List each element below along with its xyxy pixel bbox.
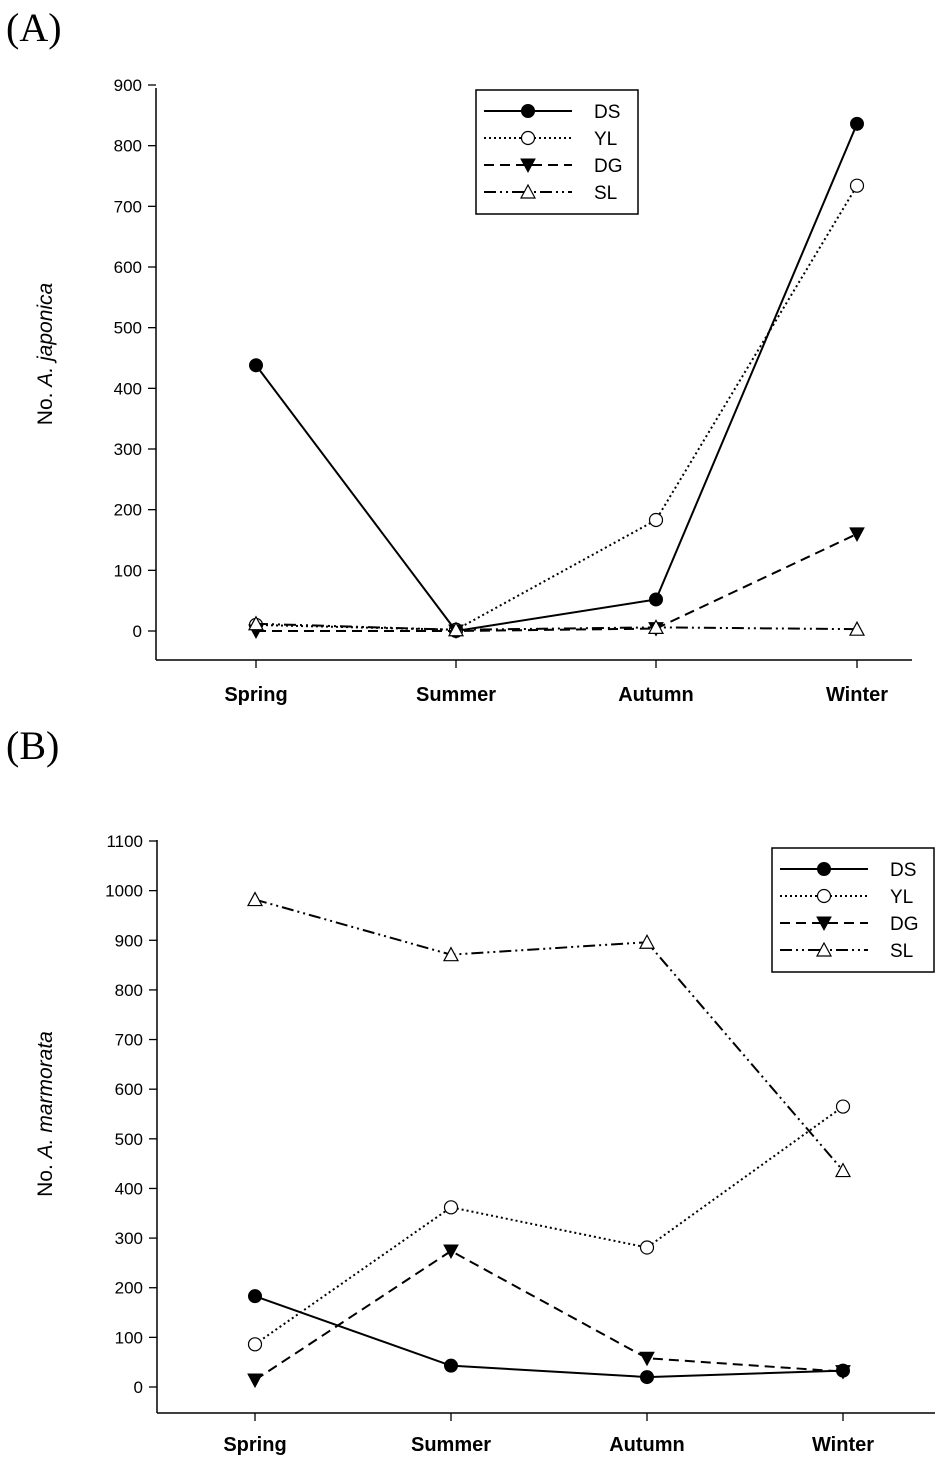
- chart-a-legend-label-yl: YL: [594, 129, 617, 150]
- chart-b-y-tick-label: 800: [115, 981, 143, 1000]
- chart-a-legend-marker-dg: [520, 158, 536, 174]
- chart-a-y-tick-label: 400: [114, 379, 142, 398]
- chart-b-point-ds: [248, 1289, 262, 1304]
- chart-a-y-tick-label: 100: [114, 561, 142, 580]
- chart-b-y-tick-label: 100: [115, 1328, 143, 1347]
- chart-a-legend-marker-yl: [520, 130, 536, 146]
- chart-b-y-tick-label: 900: [115, 931, 143, 950]
- chart-b-legend-label-dg: DG: [890, 914, 919, 935]
- chart-b-y-tick-label: 700: [115, 1031, 143, 1050]
- chart-b-y-axis-label: No. A. marmorata: [34, 1031, 57, 1197]
- chart-b-y-tick-label: 400: [115, 1179, 143, 1198]
- chart-b-point-ds: [444, 1358, 458, 1373]
- chart-b-y-tick-label: 500: [115, 1130, 143, 1149]
- chart-a-y-axis-label-prefix: No.: [34, 387, 57, 426]
- chart-a-point-ds: [850, 116, 864, 131]
- chart-b-y-tick-label: 600: [115, 1080, 143, 1099]
- chart-b-legend-marker-sl: [815, 941, 833, 957]
- chart-b-point-yl: [639, 1240, 655, 1255]
- chart-b-point-ds: [640, 1370, 654, 1385]
- chart-b-series-line-yl: [254, 1105, 844, 1346]
- chart-b-y-axis-label-species: A. marmorata: [34, 1031, 57, 1160]
- chart-a-point-dg: [849, 527, 865, 542]
- chart-a-series-sl: [247, 615, 866, 637]
- chart-a-y-tick-label: 200: [114, 501, 142, 520]
- chart-b-x-tick-label: Autumn: [609, 1434, 685, 1456]
- chart-b-point-dg: [835, 1365, 851, 1380]
- chart-a-legend-label-sl: SL: [594, 183, 617, 204]
- chart-b-legend-label-sl: SL: [890, 941, 913, 962]
- chart-a-legend-marker-sl: [519, 183, 537, 199]
- chart-b-point-dg: [639, 1351, 655, 1367]
- chart-a-y-axis-label-species: A. japonica: [34, 283, 57, 389]
- chart-a-y-tick-label: 0: [133, 622, 142, 641]
- chart-b-legend-marker-yl: [816, 888, 832, 904]
- chart-b-point-dg: [247, 1373, 263, 1389]
- chart-b-y-tick-label: 200: [115, 1279, 143, 1298]
- chart-b-legend-label-yl: YL: [890, 887, 913, 908]
- chart-b-point-yl: [247, 1337, 263, 1352]
- chart-b-x-tick-label: Winter: [812, 1434, 874, 1456]
- chart-a-y-axis-label: No. A. japonica: [34, 283, 57, 425]
- chart-a-point-ds: [249, 358, 263, 373]
- chart-b-y-tick-label: 0: [134, 1378, 143, 1397]
- chart-a-legend-marker-ds: [521, 104, 535, 118]
- chart-a-y-tick-label: 600: [114, 258, 142, 277]
- chart-a-y-tick-label: 800: [114, 137, 142, 156]
- chart-b-x-tick-label: Spring: [223, 1434, 286, 1456]
- chart-b-y-axis-label-prefix: No.: [34, 1158, 57, 1197]
- chart-a-legend: DS YL DG SL: [475, 89, 639, 215]
- chart-b-point-yl: [443, 1200, 459, 1215]
- panel-label-b: (B): [6, 723, 60, 768]
- chart-a-y-tick-label: 300: [114, 440, 142, 459]
- chart-b-y-tick-label: 300: [115, 1229, 143, 1248]
- chart-a-point-sl: [647, 619, 665, 634]
- chart-a-x-tick-label: Winter: [826, 684, 888, 706]
- chart-b-point-sl: [442, 946, 460, 962]
- chart-a-point-sl: [247, 615, 265, 631]
- chart-a-x-tick-label: Spring: [224, 684, 287, 706]
- chart-a-y-tick-label: 900: [114, 76, 142, 95]
- chart-a-y-tick-label: 700: [114, 197, 142, 216]
- chart-b-legend: DS YL DG SL: [771, 847, 935, 973]
- chart-a-point-ds: [649, 592, 663, 607]
- chart-a-point-yl: [648, 512, 664, 528]
- chart-b-series-line-sl: [254, 898, 844, 1172]
- panel-label-a: (A): [6, 5, 62, 50]
- chart-b-point-sl: [638, 933, 656, 949]
- chart-b-series-yl: [247, 1099, 851, 1352]
- chart-a-point-sl: [447, 621, 465, 637]
- chart-a-y-tick-label: 500: [114, 319, 142, 338]
- chart-a-series-line-dg: [256, 533, 858, 632]
- chart-b-point-yl: [835, 1099, 851, 1114]
- chart-b-point-sl: [246, 891, 264, 907]
- chart-a-x-tick-label: Autumn: [618, 684, 694, 706]
- chart-b-y-tick-label: 1100: [106, 832, 143, 851]
- chart-b-series-line-dg: [254, 1249, 844, 1381]
- chart-b-point-sl: [834, 1162, 852, 1178]
- chart-a-axes: 0 100 200 300 400 500 600 700 800 900 Spring Summer…: [34, 76, 912, 706]
- chart-b-legend-label-ds: DS: [890, 860, 916, 881]
- chart-b-legend-marker-dg: [816, 916, 832, 932]
- chart-b-x-tick-label: Summer: [411, 1434, 491, 1456]
- chart-b-y-tick-label: 1000: [105, 882, 143, 901]
- chart-b-axes: 0 100 200 300 400 500 600 700 800 900 1000 1100 Spri…: [34, 832, 935, 1456]
- chart-b-series-sl: [246, 891, 852, 1178]
- chart-a-legend-label-ds: DS: [594, 102, 620, 123]
- chart-a-series-line-ds: [255, 123, 858, 633]
- chart-b-series-line-ds: [254, 1295, 844, 1379]
- chart-b-point-dg: [443, 1244, 459, 1260]
- chart-a-series-line-sl: [255, 622, 858, 631]
- chart-a-x-tick-label: Summer: [416, 684, 496, 706]
- chart-a-legend-label-dg: DG: [594, 156, 623, 177]
- chart-b-legend-marker-ds: [817, 862, 831, 876]
- chart-a-point-yl: [849, 178, 865, 193]
- chart-a-point-sl: [848, 620, 866, 636]
- chart-b-series-dg: [247, 1244, 851, 1389]
